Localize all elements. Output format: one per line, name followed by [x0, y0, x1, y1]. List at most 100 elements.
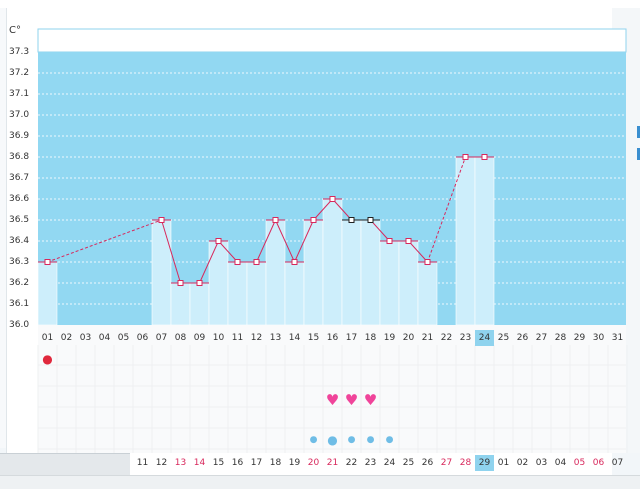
x-tick-label[interactable]: 29 [573, 333, 586, 343]
y-tick-label: 37.3 [9, 47, 30, 57]
drop-oval-icon[interactable]: ● [327, 433, 338, 447]
heart-icon[interactable]: ♥ [344, 391, 359, 409]
drop-curl-icon[interactable]: ● [309, 435, 318, 445]
bottom-date-label[interactable]: 21 [326, 458, 339, 468]
bottom-date-label[interactable]: 07 [611, 458, 624, 468]
bottom-date-label[interactable]: 15 [212, 458, 225, 468]
x-tick-label[interactable]: 20 [402, 333, 415, 343]
heart-icon[interactable]: ♥ [363, 391, 378, 409]
x-tick-label[interactable]: 03 [79, 333, 92, 343]
bar [474, 156, 495, 326]
bar [170, 282, 191, 326]
period-drop-icon[interactable]: ● [42, 352, 53, 366]
bottom-date-label[interactable]: 11 [136, 458, 149, 468]
bottom-date-label[interactable]: 03 [535, 458, 548, 468]
data-point [272, 217, 279, 223]
data-point [348, 217, 355, 223]
bar [360, 219, 381, 326]
x-tick-label[interactable]: 11 [231, 333, 244, 343]
bottom-date-label[interactable]: 19 [288, 458, 301, 468]
bottom-date-label[interactable]: 28 [459, 458, 472, 468]
x-tick-label[interactable]: 25 [497, 333, 510, 343]
x-tick-label[interactable]: 23 [459, 333, 472, 343]
status-bar [0, 475, 640, 489]
x-tick-label[interactable]: 13 [269, 333, 282, 343]
bottom-date-label[interactable]: 23 [364, 458, 377, 468]
x-tick-label[interactable]: 17 [345, 333, 358, 343]
bottom-date-label[interactable]: 20 [307, 458, 320, 468]
right-tab-indicator[interactable] [637, 126, 640, 138]
data-point [253, 259, 260, 265]
y-tick-label: 36.8 [9, 152, 30, 162]
bottom-date-label[interactable]: 14 [193, 458, 206, 468]
bottom-date-label[interactable]: 17 [250, 458, 263, 468]
bar [417, 261, 438, 326]
series-line-segment [332, 198, 352, 221]
bottom-date-label[interactable]: 16 [231, 458, 244, 468]
data-point [481, 154, 488, 160]
bottom-date-label[interactable]: 27 [440, 458, 453, 468]
series-line-segment [47, 219, 162, 263]
x-tick-label[interactable]: 31 [611, 333, 624, 343]
data-point [367, 217, 374, 223]
bottom-date-label[interactable]: 05 [573, 458, 586, 468]
unit-label: C° [9, 25, 21, 36]
bottom-date-label[interactable]: 12 [155, 458, 168, 468]
bottom-date-label[interactable]: 06 [592, 458, 605, 468]
bar [151, 219, 172, 326]
bar [455, 156, 476, 326]
y-tick-label: 37.0 [9, 110, 30, 120]
bottom-date-label[interactable]: 18 [269, 458, 282, 468]
y-tick-label: 36.9 [9, 131, 30, 141]
data-point [196, 280, 203, 286]
bottom-date-label[interactable]: 26 [421, 458, 434, 468]
x-tick-label[interactable]: 26 [516, 333, 529, 343]
bottom-left-panel [0, 453, 131, 476]
x-tick-label[interactable]: 28 [554, 333, 567, 343]
x-tick-label[interactable]: 22 [440, 333, 453, 343]
x-tick-label[interactable]: 07 [155, 333, 168, 343]
x-tick-label[interactable]: 12 [250, 333, 263, 343]
data-point [234, 259, 241, 265]
bottom-date-label[interactable]: 29 [475, 455, 494, 471]
bottom-date-label[interactable]: 25 [402, 458, 415, 468]
heart-icon[interactable]: ♥ [325, 391, 340, 409]
x-tick-label[interactable]: 09 [193, 333, 206, 343]
data-point [386, 238, 393, 244]
x-tick-label[interactable]: 15 [307, 333, 320, 343]
y-tick-label: 36.4 [9, 236, 30, 246]
bottom-date-label[interactable]: 22 [345, 458, 358, 468]
x-tick-label[interactable]: 27 [535, 333, 548, 343]
x-tick-label[interactable]: 05 [117, 333, 130, 343]
bar [37, 261, 58, 326]
data-point [462, 154, 469, 160]
x-tick-label[interactable]: 14 [288, 333, 301, 343]
data-point [329, 196, 336, 202]
bottom-date-label[interactable]: 24 [383, 458, 396, 468]
x-tick-label[interactable]: 19 [383, 333, 396, 343]
x-tick-label[interactable]: 30 [592, 333, 605, 343]
right-tab-indicator-2[interactable] [637, 148, 640, 160]
x-tick-label[interactable]: 24 [475, 330, 494, 346]
drop-curl-icon[interactable]: ● [385, 435, 394, 445]
drop-icon[interactable]: ● [366, 435, 375, 445]
x-tick-label[interactable]: 10 [212, 333, 225, 343]
bottom-date-label[interactable]: 04 [554, 458, 567, 468]
data-point [291, 259, 298, 265]
x-tick-label[interactable]: 02 [60, 333, 73, 343]
bottom-date-label[interactable]: 01 [497, 458, 510, 468]
drop-icon[interactable]: ● [347, 435, 356, 445]
x-tick-label[interactable]: 16 [326, 333, 339, 343]
x-tick-label[interactable]: 08 [174, 333, 187, 343]
bottom-date-label[interactable]: 02 [516, 458, 529, 468]
bottom-date-label[interactable]: 13 [174, 458, 187, 468]
symbol-grid-bg [38, 325, 626, 453]
x-tick-label[interactable]: 06 [136, 333, 149, 343]
x-tick-label[interactable]: 18 [364, 333, 377, 343]
x-tick-label[interactable]: 04 [98, 333, 111, 343]
bar [341, 219, 362, 326]
left-pane [0, 8, 10, 448]
x-tick-label[interactable]: 21 [421, 333, 434, 343]
x-tick-label[interactable]: 01 [41, 333, 54, 343]
bar [246, 261, 267, 326]
